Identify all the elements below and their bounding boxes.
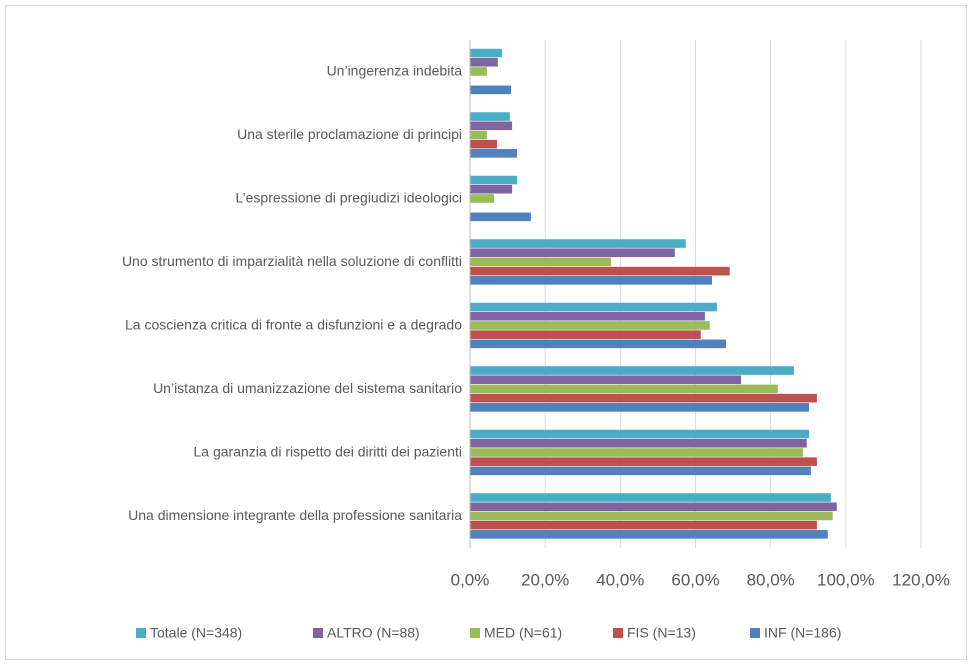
legend-swatch <box>470 628 480 638</box>
legend-swatch <box>136 628 146 638</box>
bar <box>470 530 828 539</box>
x-tick-label: 100,0% <box>817 570 875 589</box>
bar <box>470 375 741 385</box>
x-tick-label: 60,0% <box>671 570 719 589</box>
y-tick-label: Una sterile proclamazione di principi <box>237 126 462 142</box>
y-tick-label: L’espressione di pregiudizi ideologici <box>236 189 462 205</box>
bar <box>470 149 517 158</box>
legend-swatch <box>613 628 623 638</box>
bar <box>470 502 837 512</box>
bar <box>470 393 817 403</box>
bar <box>470 67 487 76</box>
bar <box>470 302 717 312</box>
bar <box>470 321 710 330</box>
x-tick-label: 0,0% <box>451 570 490 589</box>
bar <box>470 466 811 476</box>
bar <box>470 493 831 502</box>
y-tick-label: La garanzia di rispetto dei diritti dei … <box>194 443 463 459</box>
legend-label: INF (N=186) <box>764 625 841 641</box>
bar <box>470 57 498 67</box>
bar <box>470 438 807 448</box>
x-tick-label: 80,0% <box>747 570 795 589</box>
y-tick-label: Uno strumento di imparzialità nella solu… <box>122 253 462 269</box>
bar <box>470 48 502 58</box>
bar <box>470 184 513 194</box>
bar <box>470 212 531 222</box>
bar <box>470 139 498 149</box>
bar <box>470 266 730 276</box>
bar <box>470 366 794 375</box>
bar <box>470 311 705 321</box>
bar <box>470 175 517 185</box>
bar <box>470 339 726 349</box>
bar <box>470 112 510 121</box>
legend-swatch <box>313 628 323 638</box>
bar <box>470 248 675 258</box>
y-tick-label: La coscienza critica di fronte a disfunz… <box>125 316 462 332</box>
legend-swatch <box>750 628 760 638</box>
x-tick-label: 120,0% <box>892 570 950 589</box>
legend-label: MED (N=61) <box>484 625 562 641</box>
bar <box>470 457 817 466</box>
bar <box>470 276 713 285</box>
x-tick-label: 20,0% <box>521 570 569 589</box>
legend-label: Totale (N=348) <box>150 625 242 641</box>
bar <box>470 130 487 140</box>
bar <box>470 448 803 457</box>
bar <box>470 194 495 203</box>
legend-label: ALTRO (N=88) <box>327 625 420 641</box>
bar <box>470 121 513 131</box>
y-tick-label: Un’ingerenza indebita <box>327 62 463 78</box>
bar <box>470 85 511 95</box>
y-tick-label: Un’istanza di umanizzazione del sistema … <box>153 380 462 396</box>
bar <box>470 520 817 530</box>
y-tick-label: Una dimensione integrante della professi… <box>128 507 462 523</box>
bar <box>470 429 810 439</box>
legend-label: FIS (N=13) <box>627 625 696 641</box>
bar <box>470 384 778 394</box>
x-tick-label: 40,0% <box>596 570 644 589</box>
bar <box>470 330 701 339</box>
bar <box>470 403 810 412</box>
bar <box>470 257 611 267</box>
bar <box>470 239 686 248</box>
bar <box>470 511 833 521</box>
